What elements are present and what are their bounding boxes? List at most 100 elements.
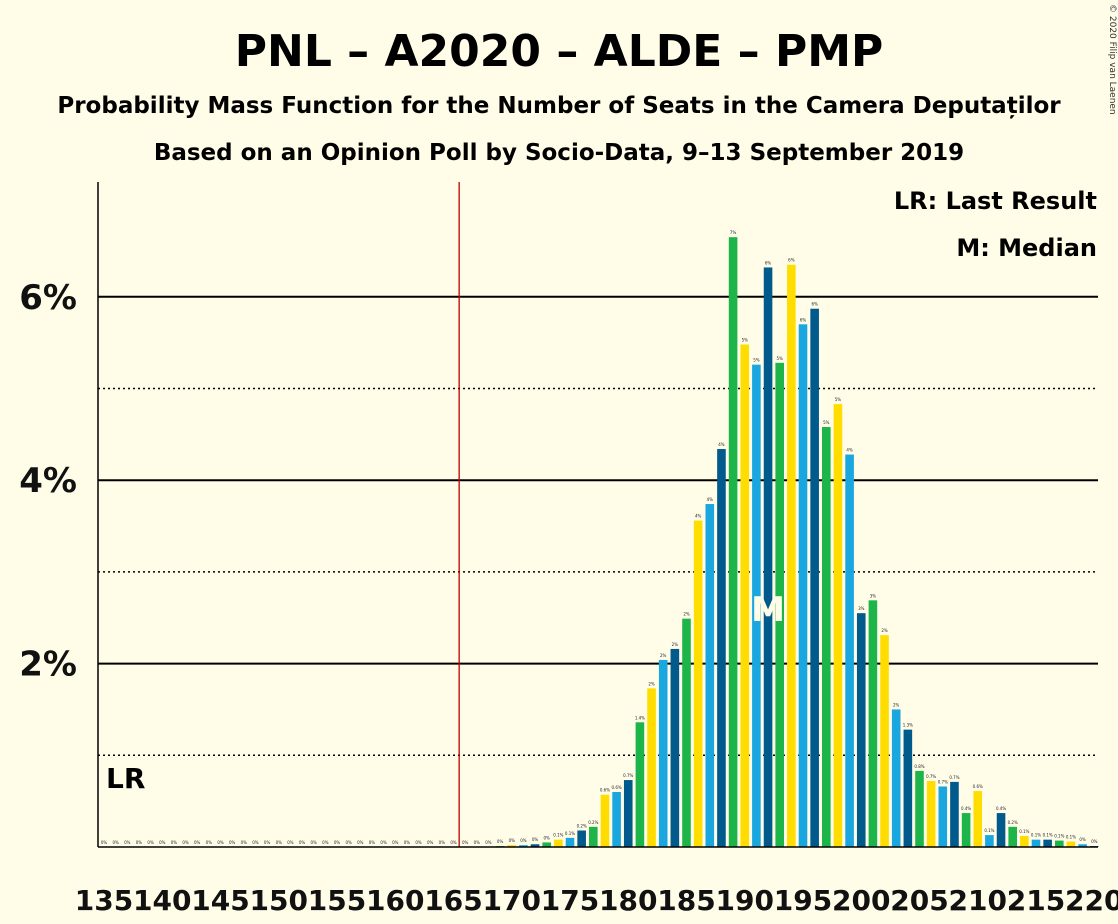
bar-label-203: 2% xyxy=(893,702,900,707)
bar-label-160: 0% xyxy=(392,840,399,845)
bar-label-189: 7% xyxy=(730,230,737,235)
bar-label-201: 3% xyxy=(870,593,877,598)
bar-label-172: 0% xyxy=(532,837,539,842)
x-tick-label: 140 xyxy=(133,884,191,917)
bar-180 xyxy=(623,780,633,847)
bar-label-220: 0% xyxy=(1091,839,1098,844)
bar-205 xyxy=(915,770,924,847)
bar-label-211: 0.1% xyxy=(984,828,994,833)
bar-label-210: 0.6% xyxy=(973,784,983,789)
bar-label-196: 6% xyxy=(811,302,818,307)
gridlines xyxy=(98,295,1098,757)
bar-label-184: 2% xyxy=(672,642,679,647)
bar-label-198: 5% xyxy=(835,397,842,402)
chart-subtitle-2: Based on an Opinion Poll by Socio-Data, … xyxy=(154,140,964,166)
copyright-text: © 2020 Filip van Laenen xyxy=(1107,4,1117,115)
bar-213 xyxy=(1008,826,1017,847)
bar-label-215: 0.1% xyxy=(1031,833,1041,838)
bar-190 xyxy=(740,344,750,847)
bar-label-171: 0% xyxy=(520,838,527,843)
bar-184 xyxy=(670,648,680,847)
bar-label-135: 0% xyxy=(101,840,108,845)
bar-208 xyxy=(950,781,959,847)
bar-177 xyxy=(589,826,598,847)
bar-214 xyxy=(1020,835,1029,847)
bar-value-labels: 0% 0% 0% 0% 0% 0% 0% 0% 0% 0% 0% 0% 0% 0% 0% 0% 0% 0% 0% 0%… xyxy=(101,230,1098,845)
bar-172 xyxy=(530,844,540,847)
bar-label-159: 0% xyxy=(380,840,387,845)
bar-189 xyxy=(728,237,738,847)
bar-label-176: 0.2% xyxy=(577,823,587,828)
bar-label-202: 2% xyxy=(881,628,888,633)
bar-label-143: 0% xyxy=(194,840,201,845)
bar-label-148: 0% xyxy=(252,840,259,845)
chart-subtitle: Probability Mass Function for the Number… xyxy=(57,93,1061,119)
y-tick-label: 2% xyxy=(19,645,77,685)
bar-175 xyxy=(565,837,575,847)
bar-label-174: 0.1% xyxy=(553,833,563,838)
x-tick-label: 180 xyxy=(599,884,657,917)
bar-191 xyxy=(752,364,761,847)
bar-label-178: 0.6% xyxy=(600,788,610,793)
x-tick-label: 195 xyxy=(774,884,832,917)
x-tick-label: 165 xyxy=(424,884,482,917)
bar-label-180: 0.7% xyxy=(623,773,633,778)
bar-label-191: 5% xyxy=(753,358,760,363)
bar-173 xyxy=(542,842,551,847)
bar-179 xyxy=(612,791,621,847)
bar-label-192: 6% xyxy=(765,260,772,265)
bar-label-195: 6% xyxy=(800,317,807,322)
y-tick-labels: 2% 4% 6% xyxy=(19,278,77,685)
bar-197 xyxy=(822,427,831,847)
bar-212 xyxy=(996,813,1006,847)
bar-label-142: 0% xyxy=(182,840,189,845)
bar-188 xyxy=(717,449,726,847)
x-tick-label: 170 xyxy=(483,884,541,917)
bar-label-153: 0% xyxy=(311,840,318,845)
bar-label-169: 0% xyxy=(497,839,504,844)
bar-label-209: 0.4% xyxy=(961,806,971,811)
x-tick-label: 210 xyxy=(949,884,1007,917)
bar-label-181: 1.4% xyxy=(635,715,645,720)
x-tick-label: 220 xyxy=(1065,884,1118,917)
bar-label-150: 0% xyxy=(276,840,283,845)
bar-label-183: 2% xyxy=(660,653,667,658)
bar-label-166: 0% xyxy=(462,840,469,845)
bar-185 xyxy=(682,618,691,847)
bar-218 xyxy=(1066,841,1076,847)
bar-202 xyxy=(880,635,889,847)
bar-label-170: 0% xyxy=(509,838,516,843)
x-tick-label: 150 xyxy=(250,884,308,917)
bar-label-137: 0% xyxy=(124,840,131,845)
x-tick-label: 185 xyxy=(657,884,715,917)
bar-label-182: 2% xyxy=(648,681,655,686)
bar-199 xyxy=(845,454,854,847)
bar-label-155: 0% xyxy=(334,840,341,845)
legend-last-result: LR: Last Result xyxy=(894,187,1097,215)
x-tick-label: 200 xyxy=(832,884,890,917)
bar-label-213: 0.2% xyxy=(1008,820,1018,825)
bar-label-145: 0% xyxy=(217,840,224,845)
bar-label-149: 0% xyxy=(264,840,271,845)
bars xyxy=(458,182,1099,848)
bar-label-217: 0.1% xyxy=(1054,834,1064,839)
bar-201 xyxy=(868,600,878,847)
bar-182 xyxy=(647,688,656,847)
bar-219 xyxy=(1078,844,1087,847)
bar-label-161: 0% xyxy=(404,840,411,845)
bar-label-214: 0.1% xyxy=(1019,829,1029,834)
bar-label-163: 0% xyxy=(427,840,434,845)
bar-label-185: 2% xyxy=(683,612,690,617)
bar-217 xyxy=(1055,840,1064,847)
bar-206 xyxy=(926,780,936,847)
bar-171 xyxy=(519,845,528,847)
bar-label-206: 0.7% xyxy=(926,774,936,779)
bar-label-190: 5% xyxy=(742,337,749,342)
bar-216 xyxy=(1043,839,1052,847)
bar-195 xyxy=(798,324,808,847)
x-tick-label: 175 xyxy=(541,884,599,917)
bar-192 xyxy=(763,267,773,847)
chart-title: PNL – A2020 – ALDE – PMP xyxy=(235,26,883,77)
bar-170 xyxy=(507,845,517,847)
